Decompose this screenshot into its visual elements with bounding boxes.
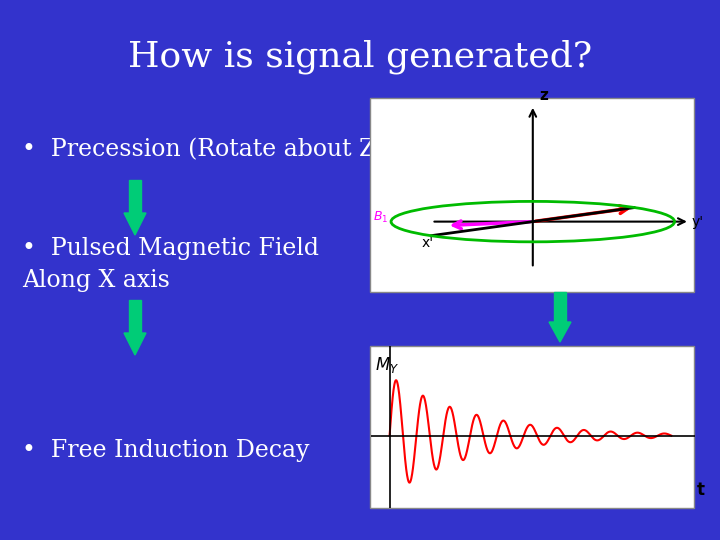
- Text: y': y': [692, 214, 704, 228]
- Polygon shape: [554, 292, 566, 322]
- Text: •  Pulsed Magnetic Field
Along X axis: • Pulsed Magnetic Field Along X axis: [22, 238, 319, 293]
- Bar: [370, 346, 694, 508]
- Text: $B_1$: $B_1$: [373, 210, 388, 225]
- Text: z: z: [539, 89, 548, 104]
- Bar: [370, 98, 694, 292]
- Text: $M_Y$: $M_Y$: [376, 355, 400, 375]
- Text: t: t: [697, 481, 705, 498]
- Text: x': x': [421, 237, 433, 251]
- Polygon shape: [124, 213, 146, 235]
- Polygon shape: [549, 322, 571, 342]
- Polygon shape: [124, 333, 146, 355]
- Text: •  Precession (Rotate about Z axis): • Precession (Rotate about Z axis): [22, 138, 439, 161]
- Polygon shape: [129, 300, 141, 333]
- Text: •  Free Induction Decay: • Free Induction Decay: [22, 438, 310, 462]
- Text: How is signal generated?: How is signal generated?: [128, 39, 592, 74]
- Polygon shape: [129, 180, 141, 213]
